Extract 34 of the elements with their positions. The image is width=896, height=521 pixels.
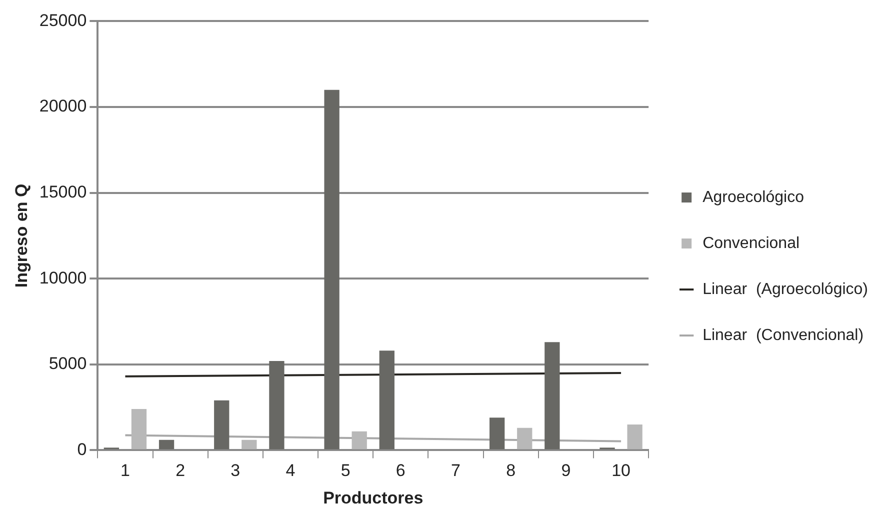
y-tick-label: 15000 <box>39 182 87 202</box>
legend-label: Linear (Convencional) <box>702 326 864 344</box>
x-tick-label: 10 <box>612 461 630 480</box>
x-tick-label: 2 <box>176 461 186 480</box>
x-tick-label: 1 <box>120 461 130 480</box>
bar <box>544 342 560 450</box>
y-tick-label: 10000 <box>39 268 87 288</box>
x-tick-label: 9 <box>561 461 571 480</box>
bar <box>627 424 642 450</box>
x-tick-label: 8 <box>506 461 516 480</box>
bar <box>324 90 340 450</box>
bar <box>379 350 394 450</box>
bar <box>131 409 147 450</box>
bar <box>352 431 367 450</box>
y-tick-label: 0 <box>77 440 87 459</box>
y-tick-label: 20000 <box>39 96 87 116</box>
x-tick-label: 3 <box>230 461 240 480</box>
bar <box>517 428 532 450</box>
legend-label: Linear (Agroecológico) <box>702 280 868 298</box>
bar <box>214 400 230 450</box>
x-axis-title: Productores <box>323 488 424 508</box>
bar <box>490 418 505 450</box>
legend-label: Convencional <box>702 234 800 252</box>
y-tick-label: 5000 <box>48 354 87 374</box>
bar <box>269 360 284 450</box>
y-axis-title: Ingreso en Q <box>12 184 31 288</box>
x-tick-label: 6 <box>396 461 406 480</box>
x-tick-label: 7 <box>451 461 460 480</box>
x-tick-label: 5 <box>340 461 350 480</box>
x-tick-label: 4 <box>286 461 296 480</box>
y-tick-label: 25000 <box>39 10 87 30</box>
legend-label: Agroecológico <box>702 188 804 206</box>
bar <box>158 440 174 450</box>
bar <box>242 440 257 450</box>
